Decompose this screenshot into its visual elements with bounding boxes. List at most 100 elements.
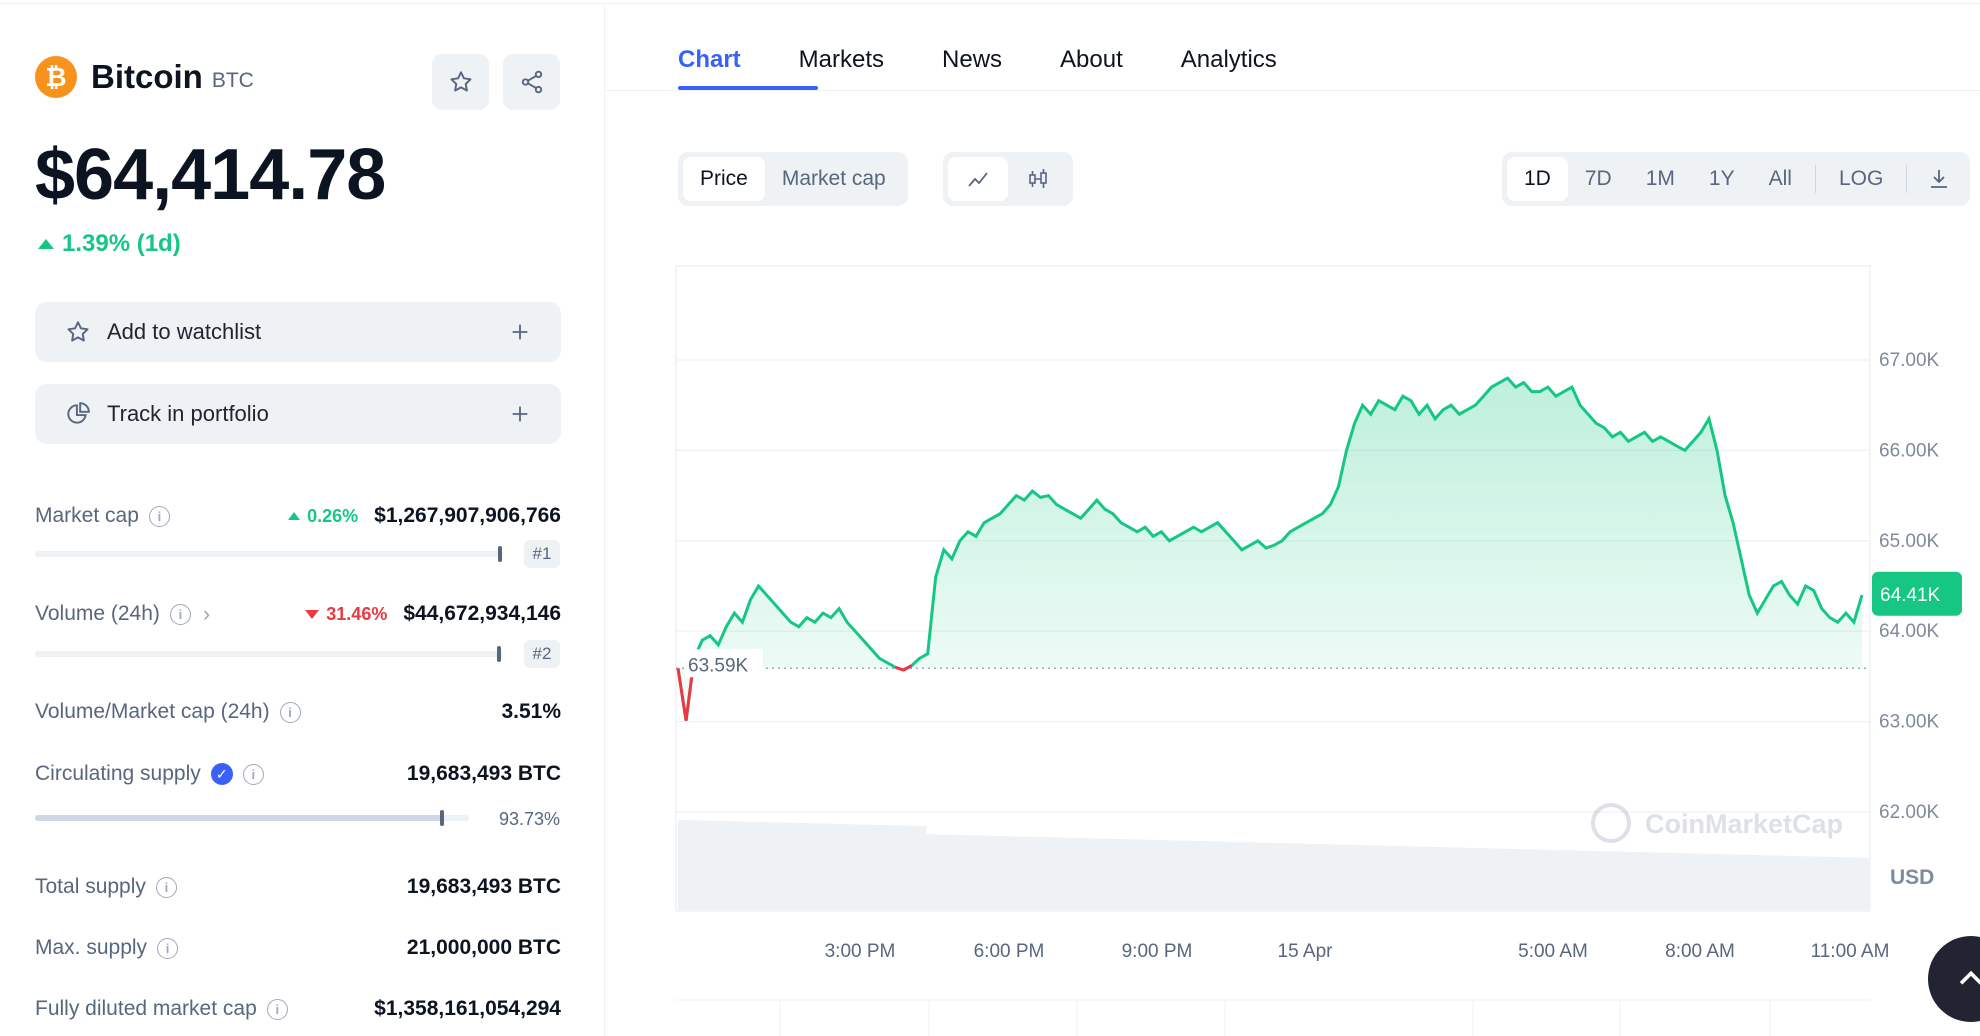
- bar-marker: [498, 546, 502, 562]
- volume-value: $44,672,934,146: [403, 602, 561, 625]
- log-scale-button[interactable]: LOG: [1838, 167, 1884, 190]
- volume-bar: [1244, 842, 1255, 910]
- price-change-value: 1.39% (1d): [62, 230, 181, 257]
- volume-bar: [936, 834, 947, 910]
- volume-bar: [1134, 839, 1146, 910]
- divider: [1906, 165, 1908, 193]
- market-cap-toggle-button[interactable]: Market cap: [781, 167, 886, 190]
- caret-up-icon: [288, 512, 301, 520]
- x-tick-label: 9:00 PM: [1122, 941, 1193, 962]
- x-tick-label: 3:00 PM: [825, 941, 896, 962]
- active-tab-indicator: [678, 86, 818, 90]
- x-tick-label: 15 Apr: [1278, 941, 1334, 962]
- info-icon[interactable]: i: [279, 701, 301, 723]
- info-icon[interactable]: i: [169, 603, 191, 625]
- candlestick-icon: [1029, 169, 1047, 188]
- volume-bar: [1154, 840, 1166, 910]
- tab-markets[interactable]: Markets: [798, 46, 885, 73]
- stat-volume-market-cap: Volume/Market cap (24h) i 3.51%: [35, 700, 561, 724]
- y-tick-label: 64.00K: [1879, 621, 1940, 642]
- x-tick-label: 6:00 PM: [974, 941, 1045, 962]
- coin-price: $64,414.78: [35, 135, 386, 215]
- volume-bar: [1383, 845, 1394, 910]
- stat-label: Circulating supply: [35, 762, 201, 785]
- favorite-button[interactable]: [432, 54, 489, 110]
- volume-bar: [836, 824, 848, 910]
- tab-news[interactable]: News: [942, 46, 1003, 73]
- volume-bar: [1611, 851, 1623, 910]
- candlestick-chart-button[interactable]: [1008, 157, 1068, 201]
- volume-bar: [1095, 838, 1106, 910]
- range-7d-button[interactable]: 7D: [1584, 167, 1612, 190]
- coin-summary-panel: ₿ Bitcoin BTC $64,414.78 1.39% (1d) Add …: [0, 4, 605, 1036]
- volume-bar: [678, 820, 689, 910]
- stat-label: Volume (24h): [35, 602, 160, 625]
- volume-bar: [1085, 838, 1096, 910]
- range-1d-button[interactable]: 1D: [1507, 157, 1568, 201]
- chevron-right-icon[interactable]: ›: [202, 601, 211, 626]
- coin-header: ₿ Bitcoin BTC: [35, 56, 254, 98]
- market-cap-change: 0.26%: [288, 506, 358, 527]
- line-chart-button[interactable]: [948, 157, 1008, 201]
- volume-bar: [1224, 841, 1235, 910]
- volume-rank: #2: [524, 640, 560, 668]
- share-icon: [521, 70, 542, 94]
- range-1y-button[interactable]: 1Y: [1708, 167, 1735, 190]
- info-icon[interactable]: i: [148, 505, 170, 527]
- fdmc-value: $1,358,161,054,294: [374, 997, 561, 1020]
- volume-bar: [1303, 843, 1315, 910]
- watermark: CoinMarketCap: [1591, 803, 1843, 843]
- volume-bar: [767, 822, 778, 910]
- coin-name: Bitcoin: [91, 58, 203, 95]
- volume-bar: [1800, 856, 1811, 910]
- range-all-button[interactable]: All: [1768, 167, 1792, 190]
- volume-bar: [1760, 855, 1772, 910]
- info-icon[interactable]: i: [157, 937, 179, 959]
- time-range-selector: 1D 7D 1M 1Y All LOG: [1502, 152, 1971, 206]
- volume-bar: [1025, 836, 1037, 910]
- volume-bar: [817, 823, 828, 910]
- tab-about[interactable]: About: [1060, 46, 1123, 73]
- price-chart-svg[interactable]: 67.00K 66.00K 65.00K 64.00K 63.00K 62.00K 3:0…: [675, 265, 1980, 1036]
- volume-bar: [1353, 845, 1364, 910]
- volume-bar: [1393, 846, 1404, 910]
- track-in-portfolio-button[interactable]: Track in portfolio: [35, 384, 561, 444]
- max-supply-value: 21,000,000 BTC: [406, 936, 561, 959]
- caret-up-icon: [38, 239, 54, 249]
- plus-icon: [512, 324, 528, 340]
- volume-bar: [827, 823, 838, 910]
- add-to-watchlist-button[interactable]: Add to watchlist: [35, 302, 561, 362]
- volume-bar: [1591, 851, 1603, 910]
- tab-chart[interactable]: Chart: [678, 46, 741, 73]
- volume-bar: [956, 835, 967, 910]
- volume-bar: [1790, 856, 1801, 910]
- volume-bar: [1840, 857, 1851, 910]
- y-tick-label: 62.00K: [1879, 802, 1940, 823]
- y-tick-label: 65.00K: [1879, 531, 1940, 552]
- stat-label: Max. supply: [35, 936, 148, 959]
- download-button[interactable]: [1913, 157, 1965, 201]
- price-chart[interactable]: 67.00K 66.00K 65.00K 64.00K 63.00K 62.00K 3:0…: [675, 265, 1980, 1036]
- bitcoin-logo-icon: ₿: [35, 56, 77, 98]
- pie-chart-icon: [67, 402, 90, 424]
- volume-bar: [916, 826, 927, 910]
- share-button[interactable]: [503, 54, 560, 110]
- info-icon[interactable]: i: [266, 998, 288, 1020]
- x-tick-label: 5:00 AM: [1518, 941, 1588, 962]
- volume-bar: [1711, 854, 1722, 910]
- info-icon[interactable]: i: [242, 763, 264, 785]
- volume-change: 31.46%: [305, 604, 387, 625]
- top-divider: [0, 0, 1980, 4]
- price-toggle-button[interactable]: Price: [683, 157, 765, 201]
- plus-icon: [512, 406, 528, 422]
- tab-analytics[interactable]: Analytics: [1180, 46, 1277, 73]
- volume-bar: [807, 823, 818, 910]
- volume-bar: [1293, 843, 1305, 910]
- volume-bar: [866, 824, 878, 910]
- volume-bar: [737, 821, 749, 910]
- info-icon[interactable]: i: [155, 876, 177, 898]
- range-1m-button[interactable]: 1M: [1645, 167, 1675, 190]
- stat-max-supply: Max. supply i 21,000,000 BTC: [35, 936, 561, 960]
- volume-bar: [1542, 849, 1553, 910]
- stat-circulating-supply: Circulating supply ✓ i 19,683,493 BTC: [35, 762, 561, 786]
